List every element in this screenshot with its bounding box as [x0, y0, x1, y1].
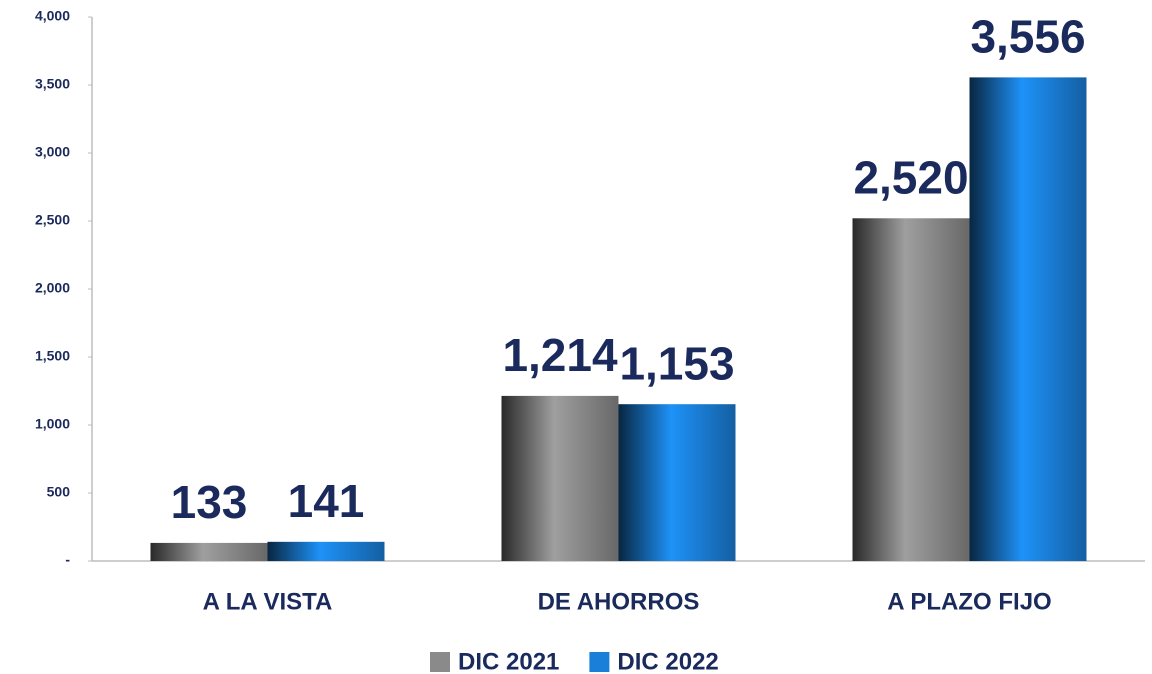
- bar: [150, 542, 268, 561]
- legend-swatch: [430, 652, 450, 672]
- value-label: 2,520: [853, 151, 968, 203]
- y-tick-label: 4,000: [35, 8, 70, 24]
- y-tick-label: 3,000: [35, 144, 70, 160]
- value-label: 1,214: [502, 329, 618, 381]
- legend-label: DIC 2021: [458, 648, 559, 674]
- value-label: 141: [288, 475, 365, 527]
- bar: [618, 404, 736, 561]
- legend-label: DIC 2022: [617, 648, 718, 674]
- bar: [969, 77, 1087, 561]
- value-label: 1,153: [619, 337, 734, 389]
- y-tick-label: 2,500: [35, 212, 70, 228]
- bar: [267, 541, 385, 561]
- x-tick-label: DE AHORROS: [538, 588, 700, 615]
- y-tick-label: 3,500: [35, 76, 70, 92]
- y-tick-label: 1,500: [35, 348, 70, 364]
- legend-swatch: [589, 652, 610, 672]
- value-label: 3,556: [970, 11, 1085, 63]
- bar: [501, 395, 619, 561]
- bar: [852, 218, 970, 561]
- value-label: 133: [171, 476, 248, 528]
- y-tick-label: 2,000: [35, 280, 70, 296]
- x-tick-label: A LA VISTA: [203, 588, 333, 615]
- x-tick-label: A PLAZO FIJO: [887, 588, 1051, 615]
- y-tick-label: -: [65, 552, 70, 568]
- y-tick-label: 1,000: [35, 416, 70, 432]
- y-tick-label: 500: [47, 484, 71, 500]
